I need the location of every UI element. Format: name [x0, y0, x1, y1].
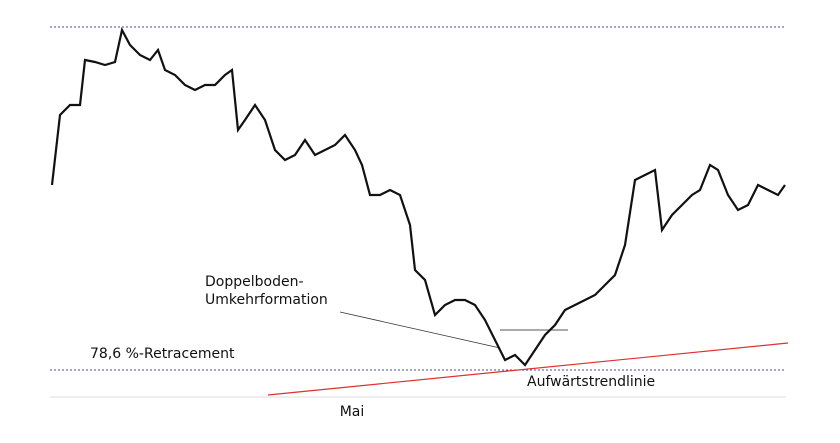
trendline-label: Aufwärtstrendlinie [527, 374, 655, 390]
annotation-leader [339, 311, 501, 349]
annotation-text: Doppelboden- [205, 274, 304, 290]
x-tick-label: Mai [340, 404, 365, 420]
annotation-text: Umkehrformation [205, 292, 328, 308]
price-line [50, 26, 786, 367]
trendline [267, 342, 789, 396]
level-label: 78,6 %-Retracement [90, 346, 235, 362]
